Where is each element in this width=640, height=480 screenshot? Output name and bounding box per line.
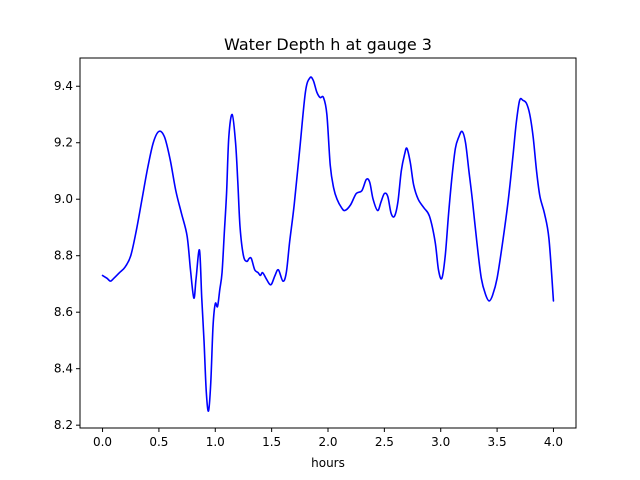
y-tick-label: 8.6 (54, 305, 73, 319)
x-tick-label: 4.0 (544, 435, 563, 449)
y-tick-label: 9.4 (54, 79, 73, 93)
x-tick-label: 2.0 (318, 435, 337, 449)
data-layer (101, 76, 555, 412)
plot-area-background (80, 58, 576, 428)
x-axis: 0.0 0.5 1.0 1.5 2.0 2.5 3.0 3.5 4.0 (93, 428, 563, 449)
x-tick-label: 1.5 (262, 435, 281, 449)
x-tick-label: 3.5 (488, 435, 507, 449)
x-tick-label: 2.5 (375, 435, 394, 449)
x-tick-label: 3.0 (431, 435, 450, 449)
y-tick-label: 8.8 (54, 249, 73, 263)
series-line (101, 76, 555, 412)
y-tick-label: 8.4 (54, 362, 73, 376)
x-tick-label: 0.0 (93, 435, 112, 449)
y-axis: 8.2 8.4 8.6 8.8 9.0 9.2 9.4 (54, 79, 80, 432)
x-tick-label: 1.0 (206, 435, 225, 449)
x-axis-label: hours (311, 456, 345, 470)
y-tick-label: 9.0 (54, 192, 73, 206)
y-tick-label: 9.2 (54, 136, 73, 150)
y-tick-label: 8.2 (54, 418, 73, 432)
x-tick-label: 0.5 (149, 435, 168, 449)
chart-title: Water Depth h at gauge 3 (224, 35, 432, 54)
